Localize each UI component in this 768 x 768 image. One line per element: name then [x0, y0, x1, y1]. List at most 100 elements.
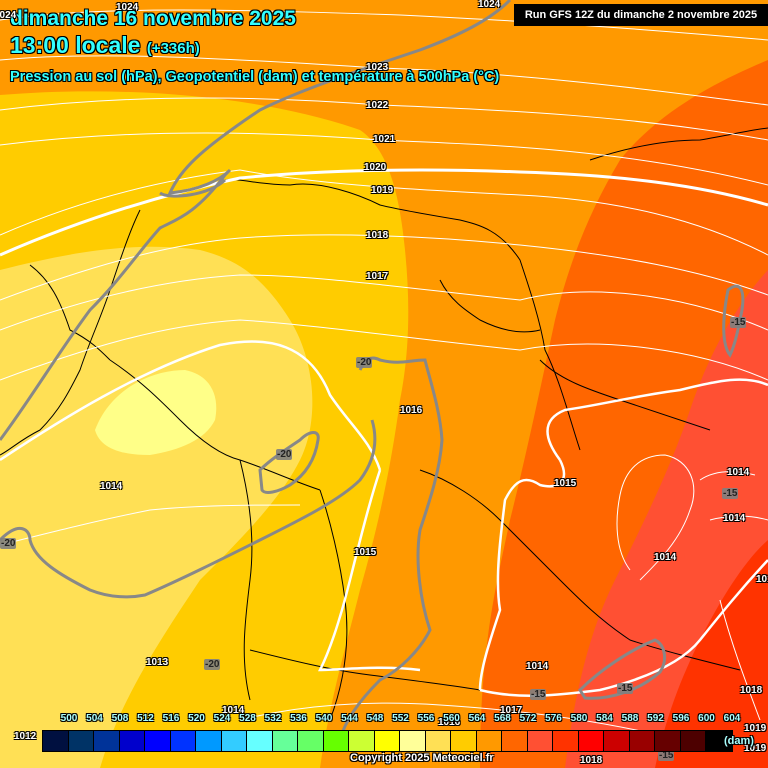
isobar-label: 1016: [438, 717, 461, 728]
isobar-label: 1014: [526, 661, 549, 672]
forecast-time: 13:00 locale (+336h): [10, 34, 200, 57]
isobar-label: 1022: [366, 100, 389, 111]
legend-swatch: [298, 731, 324, 751]
legend-tick: 524: [213, 713, 231, 724]
isobar-label: 1016: [400, 405, 423, 416]
temperature-label: -15: [658, 750, 675, 761]
color-legend: 500 504 508 512 516 520 524 528 532 536 540 544 548 5…: [40, 713, 754, 753]
legend-swatch: [706, 731, 732, 751]
isobar-label: 1016: [756, 574, 768, 585]
isobar-label: 1017: [366, 271, 389, 282]
legend-tick: 600: [698, 713, 715, 724]
isobar-label: 1015: [354, 547, 377, 558]
legend-swatch: [272, 731, 298, 751]
run-info-box: Run GFS 12Z du dimanche 2 novembre 2025: [514, 4, 768, 26]
isobar-label: 1024: [116, 2, 139, 13]
copyright-text: Copyright 2025 Meteociel.fr: [350, 752, 494, 764]
temperature-label: -20: [0, 538, 17, 549]
legend-swatch: [629, 731, 655, 751]
legend-tick: 588: [621, 713, 639, 724]
parameter-description: Pression au sol (hPa), Geopotentiel (dam…: [10, 69, 500, 85]
temperature-label: -15: [730, 317, 747, 328]
isobar-label: 1014: [727, 467, 750, 478]
legend-swatch: [349, 731, 375, 751]
isobar-label: 1019: [371, 185, 394, 196]
legend-unit: (dam): [724, 735, 754, 747]
forecast-time-text: 13:00 locale: [10, 32, 141, 58]
legend-tick: 540: [315, 713, 333, 724]
legend-swatch: [680, 731, 706, 751]
legend-tick: 572: [519, 713, 537, 724]
isobar-label: 1014: [100, 481, 123, 492]
temperature-label: -20: [204, 659, 221, 670]
legend-swatch: [604, 731, 630, 751]
legend-swatch: [323, 731, 349, 751]
isobar-label: 1014: [654, 552, 677, 563]
legend-tick: 516: [162, 713, 180, 724]
legend-swatch: [502, 731, 528, 751]
isobar-label: 1018: [580, 755, 603, 766]
legend-tick: 596: [672, 713, 690, 724]
isobar-label: 1018: [366, 230, 389, 241]
temperature-label: -15: [617, 683, 634, 694]
legend-swatch: [553, 731, 579, 751]
legend-swatch: [170, 731, 196, 751]
legend-tick: 576: [545, 713, 562, 724]
temperature-label: -20: [276, 449, 293, 460]
isobar-label: 1024: [478, 0, 501, 10]
legend-swatch: [145, 731, 171, 751]
legend-swatch: [655, 731, 681, 751]
isobar-label: 1017: [500, 705, 523, 716]
legend-tick: 512: [137, 713, 154, 724]
legend-tick: 592: [647, 713, 664, 724]
legend-tick: 520: [188, 713, 205, 724]
legend-tick: 604: [723, 713, 741, 724]
isobar-label: 1014: [222, 705, 245, 716]
legend-tick: 508: [111, 713, 129, 724]
legend-tick: 528: [239, 713, 256, 724]
legend-tick: 584: [596, 713, 613, 724]
isobar-label: 1020: [364, 162, 387, 173]
isobar-label: 1012: [14, 731, 37, 742]
legend-swatch: [374, 731, 400, 751]
isobar-label: 1023: [366, 62, 389, 73]
temperature-label: -15: [530, 689, 547, 700]
legend-ticks: 500 504 508 512 516 520 524 528 532 536 540 544 548 5…: [40, 713, 741, 727]
isobar-label: 1014: [723, 513, 746, 524]
legend-swatch: [247, 731, 273, 751]
legend-tick: 544: [341, 713, 358, 724]
legend-tick: 536: [290, 713, 307, 724]
legend-swatch: [400, 731, 426, 751]
legend-tick: 500: [60, 713, 78, 724]
legend-swatch: [451, 731, 477, 751]
legend-tick: 532: [264, 713, 282, 724]
legend-tick: 568: [494, 713, 511, 724]
legend-tick: 556: [417, 713, 435, 724]
isobar-label: 1024: [0, 10, 17, 21]
legend-swatch: [578, 731, 604, 751]
legend-swatch: [94, 731, 120, 751]
legend-swatch: [43, 731, 69, 751]
legend-swatch: [221, 731, 247, 751]
legend-tick: 548: [366, 713, 384, 724]
temperature-label: -15: [722, 488, 739, 499]
lead-time: (+336h): [146, 40, 200, 57]
isobar-label: 1018: [740, 685, 763, 696]
legend-tick: 580: [570, 713, 588, 724]
legend-color-bar: [42, 730, 733, 752]
legend-tick: 504: [86, 713, 103, 724]
legend-swatch: [196, 731, 222, 751]
legend-swatch: [527, 731, 553, 751]
isobar-label: 1013: [146, 657, 169, 668]
isobar-label: 1021: [373, 134, 396, 145]
temperature-label: -20: [356, 357, 373, 368]
legend-tick: 552: [392, 713, 409, 724]
legend-swatch: [476, 731, 502, 751]
legend-swatch: [425, 731, 451, 751]
forecast-date: dimanche 16 novembre 2025: [10, 7, 296, 30]
